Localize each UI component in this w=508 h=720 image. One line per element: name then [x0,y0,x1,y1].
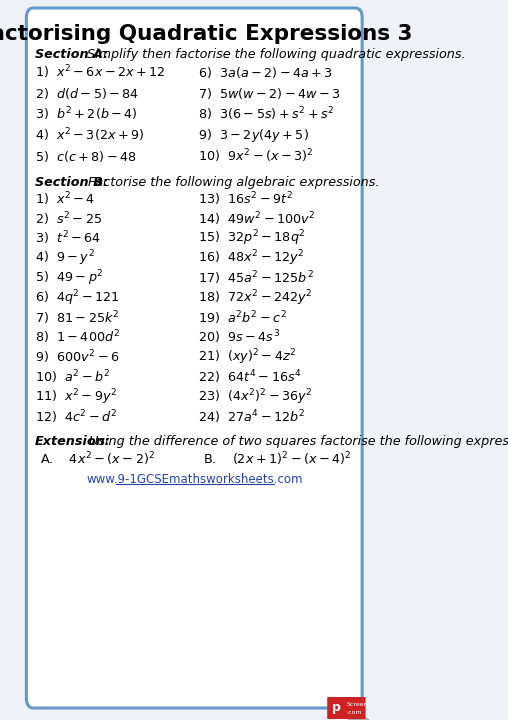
Text: 22)  $64t^4 - 16s^4$: 22) $64t^4 - 16s^4$ [198,369,301,386]
Text: 11)  $x^2 - 9y^2$: 11) $x^2 - 9y^2$ [35,387,117,407]
Text: B.    $(2x+1)^2 - (x-4)^2$: B. $(2x+1)^2 - (x-4)^2$ [203,451,352,469]
Text: 9)  $600v^2 - 6$: 9) $600v^2 - 6$ [35,348,119,366]
Text: 7)  $81 - 25k^2$: 7) $81 - 25k^2$ [35,309,119,327]
Text: Section B:: Section B: [35,176,108,189]
Text: 9)  $3 - 2y(4y + 5)$: 9) $3 - 2y(4y + 5)$ [198,127,308,143]
Text: 1)  $x^2 - 4$: 1) $x^2 - 4$ [35,190,95,208]
Text: Section A:: Section A: [35,48,108,60]
Text: 1)  $x^2 - 6x - 2x + 12$: 1) $x^2 - 6x - 2x + 12$ [35,63,165,81]
Text: 6)  $4q^2 - 121$: 6) $4q^2 - 121$ [35,288,119,308]
Text: 24)  $27a^4 - 12b^2$: 24) $27a^4 - 12b^2$ [198,408,305,426]
Text: Screen: Screen [346,701,368,706]
Text: Using the difference of two squares factorise the following expressions.: Using the difference of two squares fact… [85,435,508,448]
Text: www.9-1GCSEmathsworksheets.com: www.9-1GCSEmathsworksheets.com [87,473,303,486]
Text: 16)  $48x^2 - 12y^2$: 16) $48x^2 - 12y^2$ [198,248,304,269]
Text: Extension:: Extension: [35,435,110,448]
FancyBboxPatch shape [26,8,362,708]
Text: 10)  $9x^2 - (x - 3)^2$: 10) $9x^2 - (x - 3)^2$ [198,147,313,165]
Text: 18)  $72x^2 - 242y^2$: 18) $72x^2 - 242y^2$ [198,288,312,308]
Text: 17)  $45a^2 - 125b^2$: 17) $45a^2 - 125b^2$ [198,269,313,287]
Text: 8)  $1 - 400d^2$: 8) $1 - 400d^2$ [35,329,120,346]
Text: 19)  $a^2b^2 - c^2$: 19) $a^2b^2 - c^2$ [198,309,287,327]
Text: 2)  $d(d - 5) - 84$: 2) $d(d - 5) - 84$ [35,86,139,101]
Text: 2)  $s^2 - 25$: 2) $s^2 - 25$ [35,210,102,228]
Text: Factorise the following algebraic expressions.: Factorise the following algebraic expres… [84,176,379,189]
Text: 12)  $4c^2 - d^2$: 12) $4c^2 - d^2$ [35,408,117,426]
Text: 14)  $49w^2 - 100v^2$: 14) $49w^2 - 100v^2$ [198,210,315,228]
FancyBboxPatch shape [327,697,366,719]
Polygon shape [348,703,369,720]
Text: 5)  $49 - p^2$: 5) $49 - p^2$ [35,269,103,288]
Text: .com: .com [346,709,362,714]
Text: 23)  $(4x^2)^2 - 36y^2$: 23) $(4x^2)^2 - 36y^2$ [198,387,312,407]
Text: 21)  $(xy)^2 - 4z^2$: 21) $(xy)^2 - 4z^2$ [198,348,296,367]
Text: 15)  $32p^2 - 18q^2$: 15) $32p^2 - 18q^2$ [198,229,305,248]
Text: 3)  $b^2 + 2(b - 4)$: 3) $b^2 + 2(b - 4)$ [35,105,137,123]
Text: p: p [332,701,340,714]
Text: Factorising Quadratic Expressions 3: Factorising Quadratic Expressions 3 [0,24,412,44]
Text: 13)  $16s^2 - 9t^2$: 13) $16s^2 - 9t^2$ [198,190,293,208]
Text: 8)  $3(6 - 5s) + s^2 + s^2$: 8) $3(6 - 5s) + s^2 + s^2$ [198,105,334,123]
Text: 7)  $5w(w - 2) - 4w - 3$: 7) $5w(w - 2) - 4w - 3$ [198,86,340,101]
Text: 3)  $t^2 - 64$: 3) $t^2 - 64$ [35,230,101,248]
Text: 20)  $9s - 4s^3$: 20) $9s - 4s^3$ [198,329,280,346]
Text: 10)  $a^2 - b^2$: 10) $a^2 - b^2$ [35,369,110,386]
Text: 5)  $c(c + 8) - 48$: 5) $c(c + 8) - 48$ [35,148,137,163]
Text: A.    $4x^2 - (x-2)^2$: A. $4x^2 - (x-2)^2$ [40,451,155,469]
Text: 4)  $9 - y^2$: 4) $9 - y^2$ [35,248,94,269]
Text: Simplify then factorise the following quadratic expressions.: Simplify then factorise the following qu… [83,48,465,60]
Text: 4)  $x^2 - 3(2x + 9)$: 4) $x^2 - 3(2x + 9)$ [35,126,144,144]
Text: 6)  $3a(a - 2) - 4a + 3$: 6) $3a(a - 2) - 4a + 3$ [198,65,333,79]
